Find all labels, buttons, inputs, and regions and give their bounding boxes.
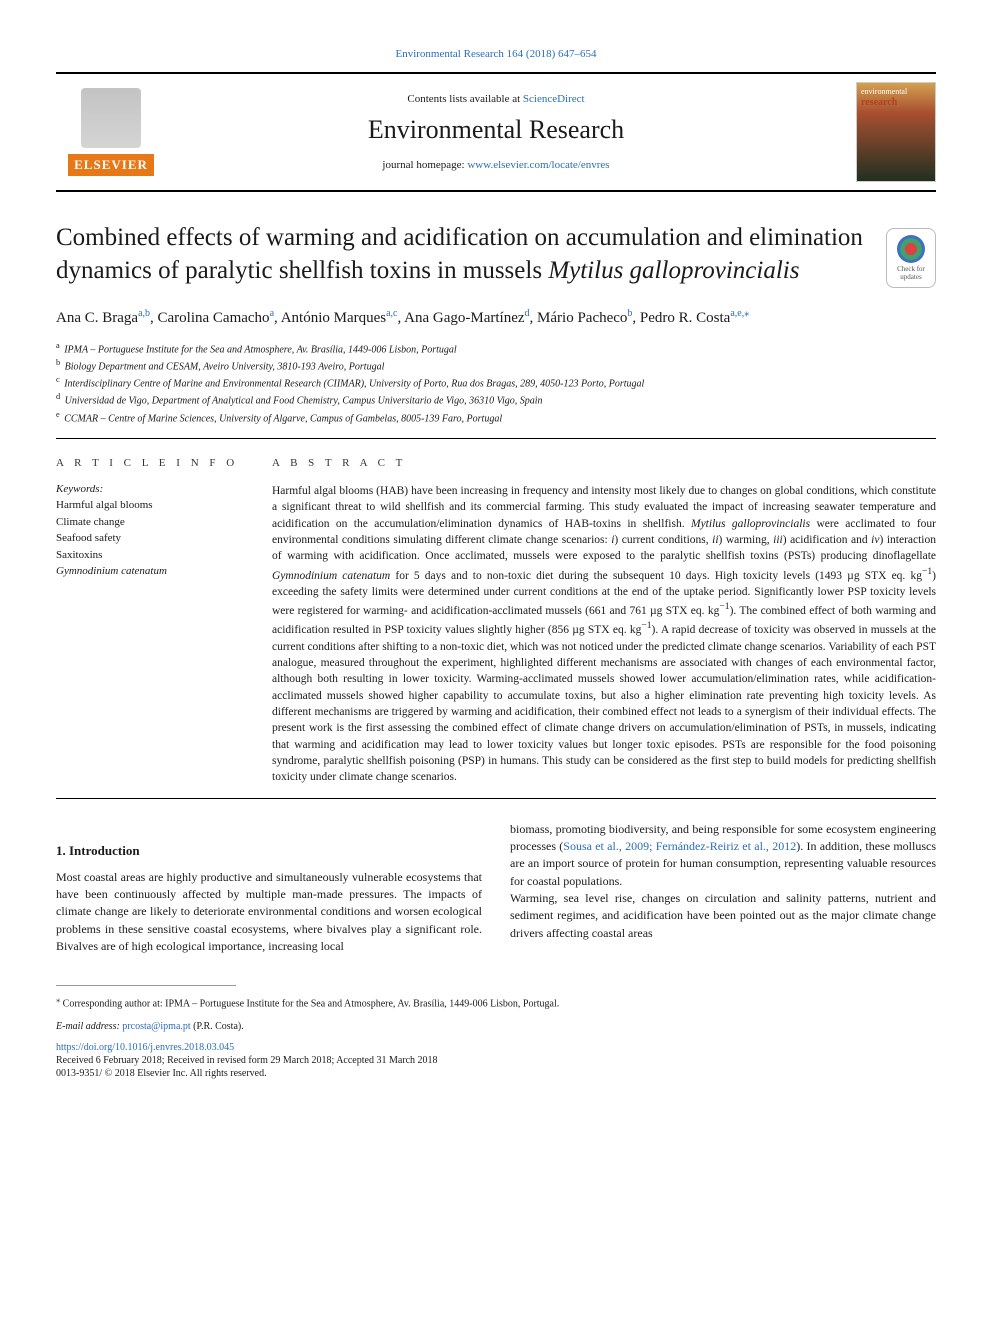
- sciencedirect-link[interactable]: ScienceDirect: [523, 93, 585, 105]
- keywords-label: Keywords:: [56, 483, 244, 495]
- affiliation-line: e CCMAR – Centre of Marine Sciences, Uni…: [56, 409, 936, 426]
- abstract-label: A B S T R A C T: [272, 457, 936, 469]
- affiliations: a IPMA – Portuguese Institute for the Se…: [56, 340, 936, 427]
- keyword-item: Seafood safety: [56, 530, 244, 547]
- footer-separator: [56, 985, 236, 986]
- affiliation-line: c Interdisciplinary Centre of Marine and…: [56, 374, 936, 391]
- email-suffix: (P.R. Costa).: [191, 1021, 244, 1032]
- article-title: Combined effects of warming and acidific…: [56, 222, 866, 287]
- email-link[interactable]: prcosta@ipma.pt: [122, 1021, 190, 1032]
- journal-header: ELSEVIER Contents lists available at Sci…: [56, 72, 936, 192]
- copyright-line: 0013-9351/ © 2018 Elsevier Inc. All righ…: [56, 1068, 936, 1079]
- abstract-text: Harmful algal blooms (HAB) have been inc…: [272, 483, 936, 785]
- intro-para-left: Most coastal areas are highly productive…: [56, 869, 482, 956]
- corresponding-author: ⁎ Corresponding author at: IPMA – Portug…: [56, 994, 936, 1011]
- received-dates: Received 6 February 2018; Received in re…: [56, 1055, 936, 1066]
- intro-header: 1. Introduction: [56, 843, 482, 859]
- authors-list: Ana C. Bragaa,b, Carolina Camachoa, Antó…: [56, 306, 936, 330]
- crossmark-icon: [897, 235, 925, 263]
- keyword-item: Saxitoxins: [56, 547, 244, 564]
- publisher-block: ELSEVIER: [56, 88, 166, 176]
- email-line: E-mail address: prcosta@ipma.pt (P.R. Co…: [56, 1020, 936, 1034]
- title-block: Combined effects of warming and acidific…: [56, 222, 936, 288]
- journal-cover-icon: environmental research: [856, 82, 936, 182]
- keyword-item: Climate change: [56, 514, 244, 531]
- divider-bottom: [56, 798, 936, 799]
- header-center: Contents lists available at ScienceDirec…: [166, 93, 826, 171]
- publisher-name: ELSEVIER: [68, 154, 154, 176]
- affiliation-line: a IPMA – Portuguese Institute for the Se…: [56, 340, 936, 357]
- keyword-item: Gymnodinium catenatum: [56, 563, 244, 580]
- keyword-item: Harmful algal blooms: [56, 497, 244, 514]
- cover-label-bottom: research: [861, 97, 897, 108]
- abstract-col: A B S T R A C T Harmful algal blooms (HA…: [272, 457, 936, 785]
- cover-label-top: environmental: [861, 87, 907, 96]
- article-info-col: A R T I C L E I N F O Keywords: Harmful …: [56, 457, 244, 785]
- divider-top: [56, 438, 936, 439]
- contents-prefix: Contents lists available at: [407, 93, 522, 105]
- affiliation-line: b Biology Department and CESAM, Aveiro U…: [56, 357, 936, 374]
- body-col-right: biomass, promoting biodiversity, and bei…: [510, 821, 936, 956]
- journal-name: Environmental Research: [166, 115, 826, 145]
- keywords-list: Harmful algal bloomsClimate changeSeafoo…: [56, 497, 244, 580]
- article-info-label: A R T I C L E I N F O: [56, 457, 244, 469]
- doi-link[interactable]: https://doi.org/10.1016/j.envres.2018.03…: [56, 1042, 936, 1053]
- contents-line: Contents lists available at ScienceDirec…: [166, 93, 826, 105]
- cover-block: environmental research: [826, 82, 936, 182]
- homepage-link[interactable]: www.elsevier.com/locate/envres: [467, 159, 609, 171]
- intro-para-right: biomass, promoting biodiversity, and bei…: [510, 821, 936, 943]
- top-citation[interactable]: Environmental Research 164 (2018) 647–65…: [56, 48, 936, 60]
- homepage-line: journal homepage: www.elsevier.com/locat…: [166, 159, 826, 171]
- body-col-left: 1. Introduction Most coastal areas are h…: [56, 821, 482, 956]
- check-updates-badge[interactable]: Check forupdates: [886, 228, 936, 288]
- elsevier-tree-icon: [81, 88, 141, 148]
- info-abstract-row: A R T I C L E I N F O Keywords: Harmful …: [56, 457, 936, 785]
- body-columns: 1. Introduction Most coastal areas are h…: [56, 821, 936, 956]
- affiliation-line: d Universidad de Vigo, Department of Ana…: [56, 391, 936, 408]
- email-label: E-mail address:: [56, 1021, 122, 1032]
- homepage-prefix: journal homepage:: [382, 159, 467, 171]
- check-updates-text: Check forupdates: [897, 266, 925, 281]
